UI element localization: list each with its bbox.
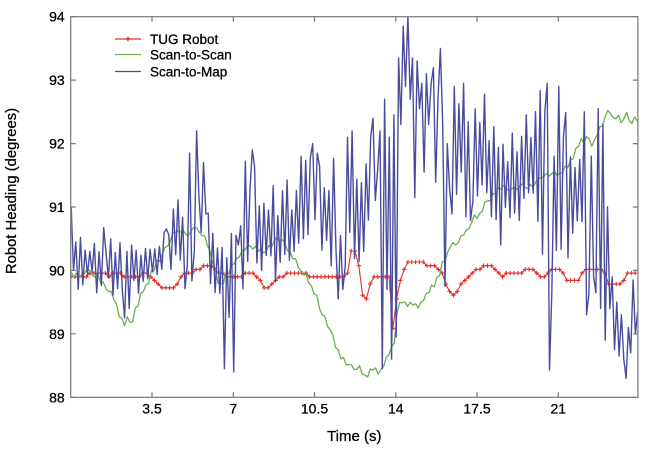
- svg-text:Time (s): Time (s): [327, 428, 381, 445]
- svg-text:91: 91: [49, 199, 65, 215]
- svg-text:TUG Robot: TUG Robot: [150, 32, 219, 47]
- svg-text:3.5: 3.5: [142, 400, 162, 416]
- svg-text:10.5: 10.5: [301, 400, 328, 416]
- svg-text:Scan-to-Map: Scan-to-Map: [150, 65, 227, 80]
- svg-text:92: 92: [49, 136, 65, 152]
- svg-text:94: 94: [49, 9, 65, 25]
- svg-text:21: 21: [551, 400, 567, 416]
- svg-text:Scan-to-Scan: Scan-to-Scan: [150, 48, 232, 63]
- svg-text:89: 89: [49, 326, 65, 342]
- svg-text:88: 88: [49, 389, 65, 405]
- svg-text:93: 93: [49, 72, 65, 88]
- svg-text:Robot Heading (degrees): Robot Heading (degrees): [4, 108, 20, 274]
- svg-text:90: 90: [49, 262, 65, 278]
- svg-text:14: 14: [388, 400, 404, 416]
- svg-text:17.5: 17.5: [463, 400, 490, 416]
- svg-text:7: 7: [229, 400, 237, 416]
